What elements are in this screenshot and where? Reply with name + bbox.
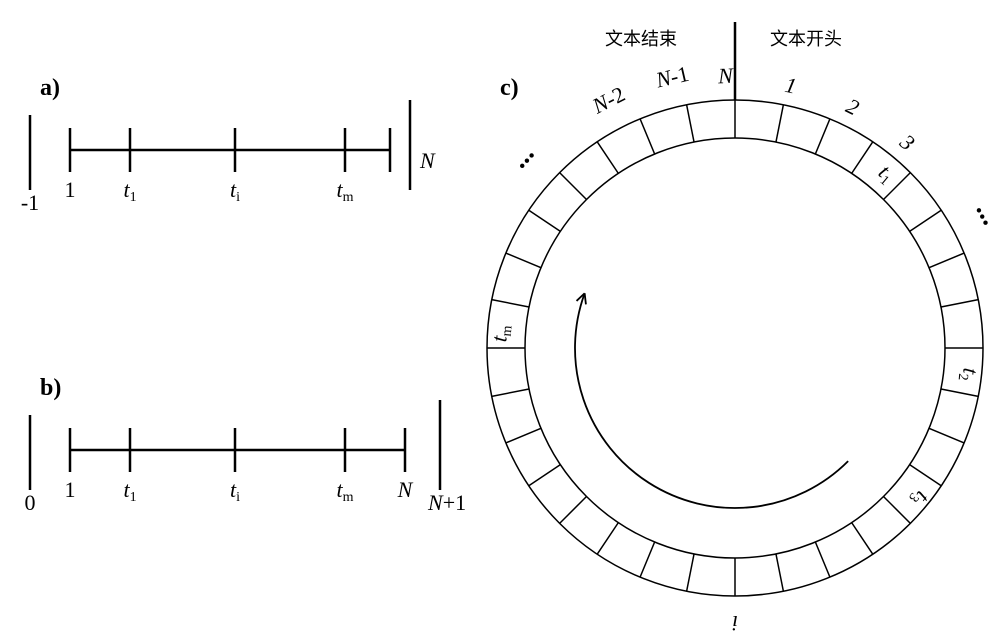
ring-inner-label: t1 bbox=[872, 159, 900, 189]
ellipsis-dot bbox=[980, 214, 984, 218]
ring-divider bbox=[687, 105, 694, 142]
ring-inner-label: t2 bbox=[955, 367, 984, 383]
ring-inner-label: t3 bbox=[905, 485, 935, 513]
panel-label-b: b) bbox=[40, 375, 61, 401]
ring-divider bbox=[506, 428, 541, 443]
text-end-label: 文本结束 bbox=[605, 29, 677, 49]
tick-label: ti bbox=[230, 477, 240, 505]
ring-divider bbox=[776, 105, 783, 142]
ring-divider bbox=[929, 253, 964, 268]
ring-outer-label: i bbox=[732, 611, 738, 636]
ring-divider bbox=[776, 554, 783, 591]
tick-label: N bbox=[397, 477, 414, 502]
ring-divider bbox=[529, 465, 561, 486]
outer-right-label: N+1 bbox=[427, 490, 466, 515]
ring-divider bbox=[815, 542, 830, 577]
ring-divider bbox=[597, 142, 618, 174]
tick-label: tm bbox=[336, 477, 353, 505]
ring-divider bbox=[929, 428, 964, 443]
ellipsis-dot bbox=[983, 221, 987, 225]
text-start-label: 文本开头 bbox=[770, 29, 842, 49]
ring-divider bbox=[910, 210, 942, 231]
ring-outer-label: 3 bbox=[895, 129, 920, 156]
tick-label: 1 bbox=[65, 477, 76, 502]
outer-left-label: 0 bbox=[25, 490, 36, 515]
ring-divider bbox=[597, 523, 618, 555]
ring-divider bbox=[910, 465, 942, 486]
ring-outer-label: N-1 bbox=[652, 61, 691, 93]
ring-divider bbox=[560, 496, 587, 523]
ring-outer-label: 1 bbox=[783, 72, 799, 99]
tick-label: ti bbox=[230, 177, 240, 205]
ring-outer-label: N bbox=[717, 63, 735, 89]
tick-label: tm bbox=[336, 177, 353, 205]
ellipsis-dot bbox=[529, 153, 533, 157]
ring-divider bbox=[560, 173, 587, 200]
panel-label-c: c) bbox=[500, 75, 519, 101]
direction-arrow bbox=[575, 293, 848, 508]
ring-outer-label: N-2 bbox=[587, 81, 629, 119]
ring-divider bbox=[492, 389, 529, 396]
ring-divider bbox=[687, 554, 694, 591]
ring-divider bbox=[640, 542, 655, 577]
tick-label: 1 bbox=[65, 177, 76, 202]
ellipsis-dot bbox=[525, 158, 529, 162]
ring-divider bbox=[815, 119, 830, 154]
ring-inner-label: tm bbox=[486, 324, 515, 344]
ellipsis-dot bbox=[520, 164, 524, 168]
inner-ring bbox=[525, 138, 945, 558]
ring-divider bbox=[492, 300, 529, 307]
ring-divider bbox=[941, 389, 978, 396]
tick-label: t1 bbox=[123, 477, 136, 505]
ring-divider bbox=[640, 119, 655, 154]
ellipsis-dot bbox=[977, 208, 981, 212]
ring-divider bbox=[506, 253, 541, 268]
panel-label-a: a) bbox=[40, 75, 60, 101]
outer-left-label: -1 bbox=[21, 190, 39, 215]
ring-divider bbox=[883, 496, 910, 523]
ring-divider bbox=[941, 300, 978, 307]
ring-divider bbox=[852, 523, 873, 555]
outer-right-label: N bbox=[419, 148, 436, 173]
ring-divider bbox=[852, 142, 873, 174]
tick-label: t1 bbox=[123, 177, 136, 205]
ring-divider bbox=[529, 210, 561, 231]
ring-outer-label: 2 bbox=[842, 93, 863, 120]
